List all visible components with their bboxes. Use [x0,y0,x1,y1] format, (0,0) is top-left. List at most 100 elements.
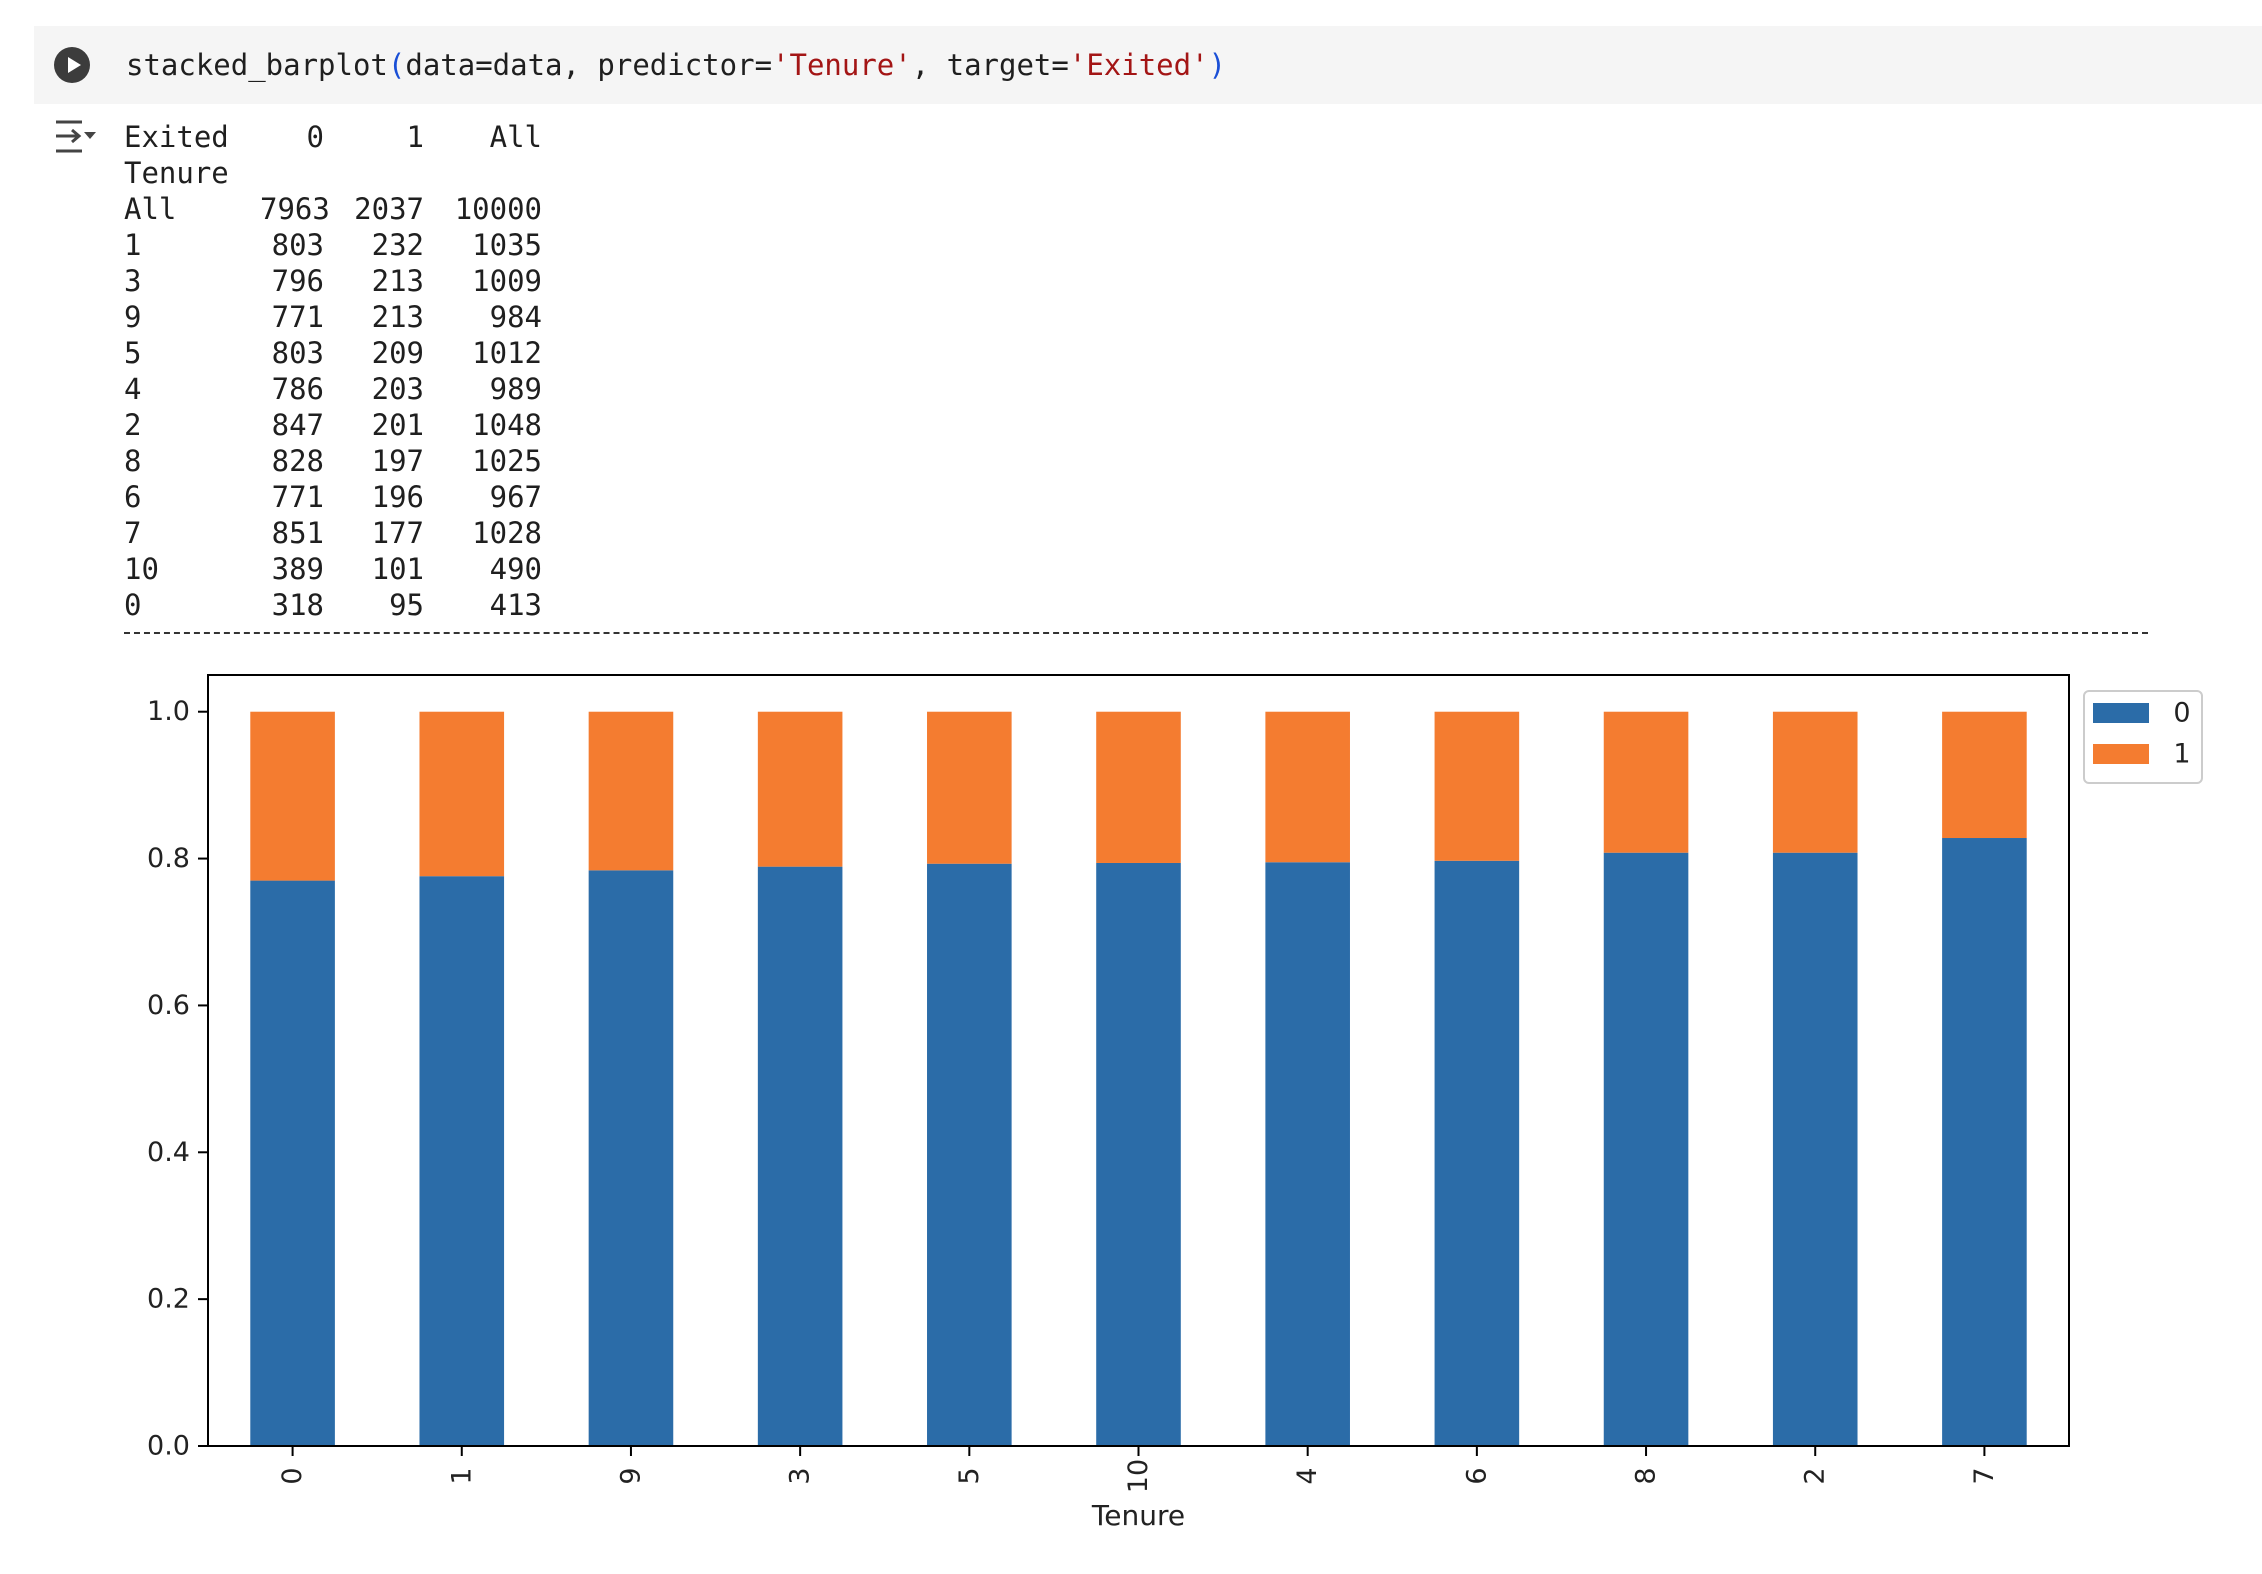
table-index-cell: 4 [124,372,142,406]
bar-segment-series-1 [419,711,505,877]
table-row: 8 828 197 1025 [124,443,542,479]
code-line[interactable]: stacked_barplot(data=data, predictor='Te… [126,46,1226,84]
table-cell-1: 2037 [354,192,424,226]
bar-segment-series-0 [1942,838,2027,1446]
table-row: 2 847 201 1048 [124,407,542,443]
plot-frame [207,674,2070,1447]
x-tick-label: 9 [615,1467,646,1484]
table-index-cell: 8 [124,444,142,478]
bar-segment-series-1 [250,711,335,881]
bar-segment-series-0 [1772,852,1858,1446]
bar-segment-series-0 [1434,860,1520,1446]
table-index-cell: All [124,192,177,226]
x-tick-label: 5 [954,1467,985,1484]
x-tick-label: 0 [277,1467,308,1484]
y-tick-label: 0.0 [147,1431,190,1462]
play-icon [68,57,81,73]
table-index-cell: 7 [124,516,142,550]
table-cell-0: 847 [271,408,324,442]
table-index-label-row: Tenure [124,155,542,191]
bar-segment-series-1 [1434,711,1520,861]
table-cell-0: 771 [271,480,324,514]
table-index-cell: 2 [124,408,142,442]
table-index-label: Tenure [124,156,229,190]
bar-segment-series-0 [250,880,335,1446]
table-row: 5 803 209 1012 [124,335,542,371]
x-axis-label: Tenure [1091,1499,1185,1532]
table-header-row: Exited 0 1 All [124,119,542,155]
output-collapse-icon[interactable] [52,118,98,158]
bar-segment-series-1 [757,711,843,867]
code-args-1: data=data, predictor= [405,48,773,82]
x-tick-label: 1 [446,1467,477,1484]
table-cell-all: 1009 [472,264,542,298]
table-cell-1: 213 [371,300,424,334]
bar-segment-series-1 [1772,711,1858,853]
table-col-header-all: All [489,120,542,154]
table-cell-0: 803 [271,336,324,370]
table-index-cell: 3 [124,264,142,298]
y-tick-label: 0.2 [147,1284,190,1315]
code-string-predictor: 'Tenure' [772,48,912,82]
table-cell-all: 1025 [472,444,542,478]
table-row: 0 318 95 413 [124,587,542,623]
table-cell-all: 1012 [472,336,542,370]
table-cell-0: 771 [271,300,324,334]
bar-segment-series-1 [588,711,674,871]
table-row: 10 389 101 490 [124,551,542,587]
bar-segment-series-0 [757,866,843,1446]
x-tick-label: 7 [1969,1467,2000,1484]
bar-segment-series-0 [1603,852,1689,1446]
table-cell-0: 828 [271,444,324,478]
bar-segment-series-1 [1942,711,2027,839]
table-row: 4 786 203 989 [124,371,542,407]
bar-segment-series-0 [927,863,1012,1446]
table-cell-0: 851 [271,516,324,550]
table-row: 3 796 213 1009 [124,263,542,299]
y-tick-label: 0.6 [147,990,190,1021]
bar-segment-series-0 [588,870,674,1446]
table-row: 7 851 177 1028 [124,515,542,551]
table-index-cell: 9 [124,300,142,334]
bar-segment-series-1 [1265,711,1350,863]
x-tick-label: 3 [785,1467,816,1484]
x-tick-label: 10 [1123,1459,1154,1493]
table-cell-0: 389 [271,552,324,586]
table-cell-1: 197 [371,444,424,478]
x-tick-label: 4 [1292,1467,1323,1484]
table-cell-0: 803 [271,228,324,262]
table-index-cell: 10 [124,552,159,586]
table-cell-0: 786 [271,372,324,406]
legend-swatch-1 [2093,744,2149,764]
y-tick-label: 0.8 [147,843,190,874]
run-cell-button[interactable] [54,47,90,83]
table-cell-all: 984 [489,300,542,334]
table-cell-1: 203 [371,372,424,406]
legend-swatch-0 [2093,703,2149,723]
x-tick-label: 6 [1461,1467,1492,1484]
code-open-paren: ( [387,48,406,82]
legend-label-1: 1 [2173,739,2190,770]
table-cell-1: 209 [371,336,424,370]
table-index-cell: 6 [124,480,142,514]
bar-segment-series-0 [1096,862,1181,1446]
table-cell-all: 1028 [472,516,542,550]
legend-label-0: 0 [2173,698,2190,729]
table-cell-1: 232 [371,228,424,262]
bar-segment-series-1 [927,711,1012,864]
table-index-name: Exited [124,120,229,154]
table-cell-0: 318 [271,588,324,622]
code-cell[interactable]: stacked_barplot(data=data, predictor='Te… [34,26,2262,104]
code-string-target: 'Exited' [1068,48,1209,82]
table-cell-1: 95 [389,588,424,622]
table-cell-all: 1048 [472,408,542,442]
table-cell-all: 967 [489,480,542,514]
table-cell-all: 1035 [472,228,542,262]
table-cell-1: 201 [371,408,424,442]
table-cell-1: 177 [371,516,424,550]
table-index-cell: 1 [124,228,142,262]
table-index-cell: 5 [124,336,142,370]
table-row: All 7963 2037 10000 [124,191,542,227]
table-body: All 7963 2037 10000 1 803 232 1035 3 796 213 1009 9 7… [124,191,542,623]
table-col-header-1: 1 [406,120,424,154]
